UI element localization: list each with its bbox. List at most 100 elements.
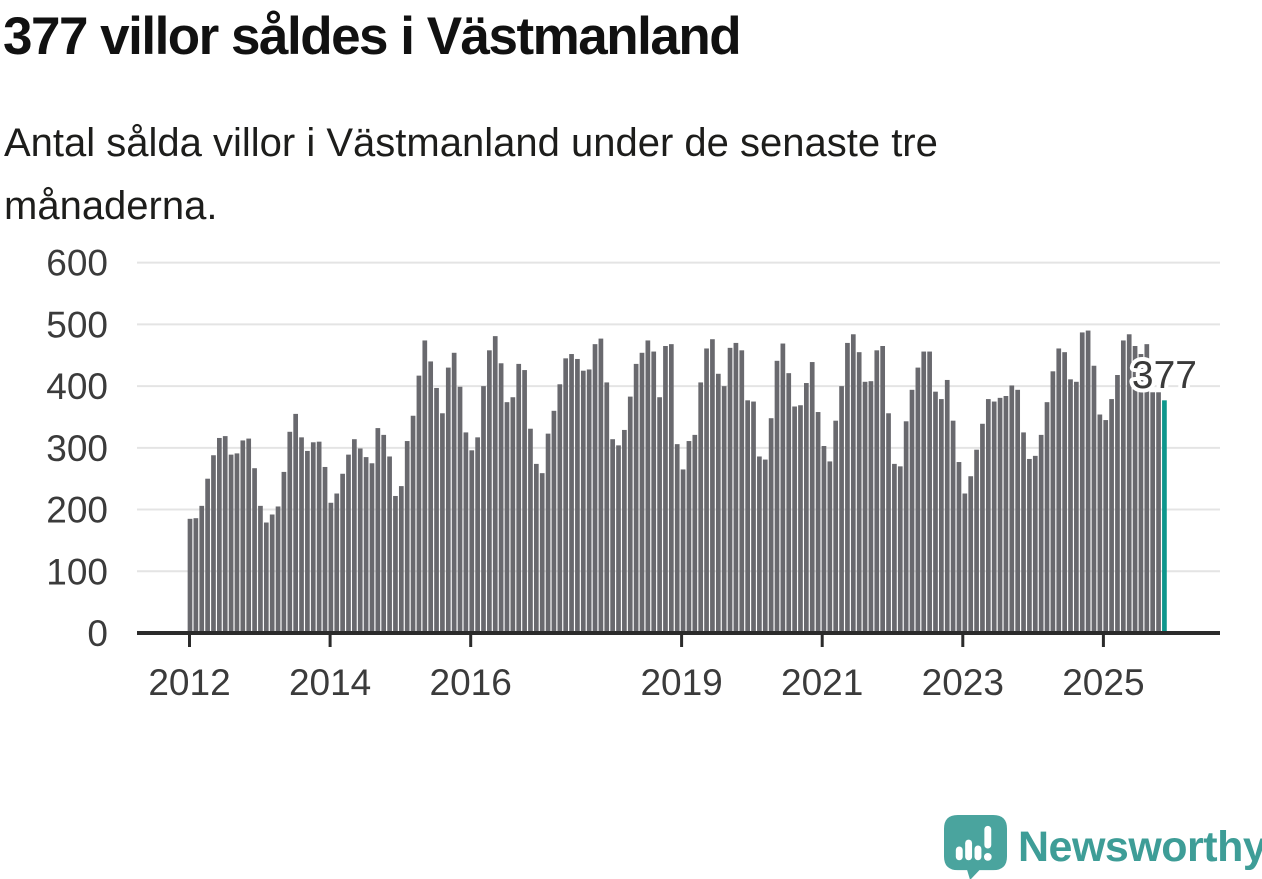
bar-month	[199, 505, 205, 633]
page-title: 377 villor såldes i Västmanland	[3, 7, 742, 66]
bar-month	[416, 375, 422, 633]
bar-month	[428, 361, 434, 633]
bar-month	[1032, 455, 1038, 633]
bar-month	[933, 391, 938, 633]
bar-month	[1021, 432, 1026, 633]
bar-month	[1068, 379, 1073, 633]
bar-month	[1015, 389, 1021, 633]
last-value-label: 377	[1132, 354, 1197, 397]
bar-month	[498, 363, 504, 633]
bar-month	[839, 386, 844, 633]
bar-month	[451, 352, 457, 633]
bar-month	[545, 433, 551, 633]
bar-month	[1150, 392, 1156, 633]
bar-month	[692, 434, 698, 633]
bar-month	[985, 399, 991, 633]
bar-month	[1103, 420, 1109, 633]
y-axis-tick-label: 600	[46, 243, 108, 284]
bar-month	[1009, 385, 1015, 633]
bar-month	[680, 469, 686, 633]
bar-month	[727, 347, 733, 633]
bar-month	[674, 444, 680, 633]
bar-month	[710, 339, 715, 633]
bar-month	[1126, 334, 1132, 633]
bar-month	[205, 478, 210, 633]
bar-month	[404, 441, 410, 633]
bar-month	[604, 382, 610, 633]
bar-month	[651, 351, 657, 633]
bar-month	[516, 363, 522, 633]
bar-month	[739, 350, 745, 633]
bar-month	[751, 401, 756, 633]
bar-month	[557, 384, 563, 633]
bar-month	[1132, 346, 1138, 633]
bar-month	[633, 363, 639, 633]
bar-month	[363, 457, 369, 633]
bar-month	[381, 434, 387, 633]
bar-month	[827, 461, 833, 633]
bar-month	[305, 450, 310, 633]
bar-month	[974, 449, 979, 633]
bar-month	[457, 386, 463, 633]
bar-month	[357, 448, 363, 633]
bar-month	[845, 342, 850, 633]
bar-month	[874, 350, 880, 633]
bar-month	[322, 466, 328, 633]
x-axis-tick-label: 2016	[430, 662, 512, 703]
bar-month	[528, 428, 533, 633]
bar-month	[1003, 396, 1009, 633]
bar-month	[757, 456, 762, 633]
bar-month	[481, 386, 486, 633]
bar-month	[222, 436, 228, 633]
bar-month	[293, 413, 299, 633]
bar-month	[921, 351, 927, 633]
bar-chart: 0 100 200 300 400 500 600 2012 2014 2016 2019 2021 2…	[0, 243, 1262, 713]
bar-month	[211, 455, 216, 633]
bar-month	[774, 360, 780, 633]
brand-name: Newsworthy	[1018, 823, 1262, 871]
bar-month	[962, 493, 968, 633]
chart-canvas: 0 100 200 300 400 500 600 2012 2014 2016 2019 2021 2…	[46, 243, 1220, 703]
bar-month	[856, 352, 862, 633]
bar-month	[580, 370, 586, 633]
bar-month	[1109, 399, 1114, 633]
x-axis-tick-label: 2019	[640, 662, 722, 703]
bar-month	[375, 428, 381, 633]
bar-month	[927, 351, 932, 633]
bar-month	[715, 373, 721, 633]
bar-month	[663, 346, 668, 633]
bar-month	[393, 495, 398, 633]
newsworthy-logo-icon	[944, 815, 1007, 879]
y-axis-tick-label: 0	[87, 613, 108, 654]
bar-month	[510, 397, 516, 633]
bar-month	[281, 471, 287, 633]
x-axis-tick	[1101, 635, 1105, 647]
x-axis-tick	[820, 635, 824, 647]
bar-month	[522, 370, 527, 633]
bar-month	[352, 439, 357, 633]
bar-month	[1091, 365, 1097, 633]
x-axis-line	[137, 631, 1220, 635]
bar-month	[809, 362, 815, 633]
bar-month	[991, 401, 997, 633]
bar-latest-period	[1162, 400, 1167, 633]
bar-month	[287, 431, 293, 633]
bar-month	[586, 369, 592, 633]
bar-month	[657, 397, 662, 633]
bar-month	[246, 438, 252, 633]
bar-month	[422, 340, 428, 633]
bar-month	[833, 420, 839, 633]
bar-month	[263, 522, 269, 633]
y-axis-tick-label: 300	[46, 428, 108, 469]
bar-month	[592, 344, 598, 633]
bar-month	[316, 441, 322, 633]
x-axis-tick	[469, 635, 473, 647]
bar-month	[903, 421, 909, 633]
bar-month	[780, 343, 786, 633]
newsworthy-brand[interactable]: Newsworthy	[944, 815, 1262, 879]
bar-month	[475, 437, 480, 633]
bar-month	[862, 381, 868, 633]
x-axis-tick	[680, 635, 684, 647]
bar-month	[997, 397, 1003, 633]
